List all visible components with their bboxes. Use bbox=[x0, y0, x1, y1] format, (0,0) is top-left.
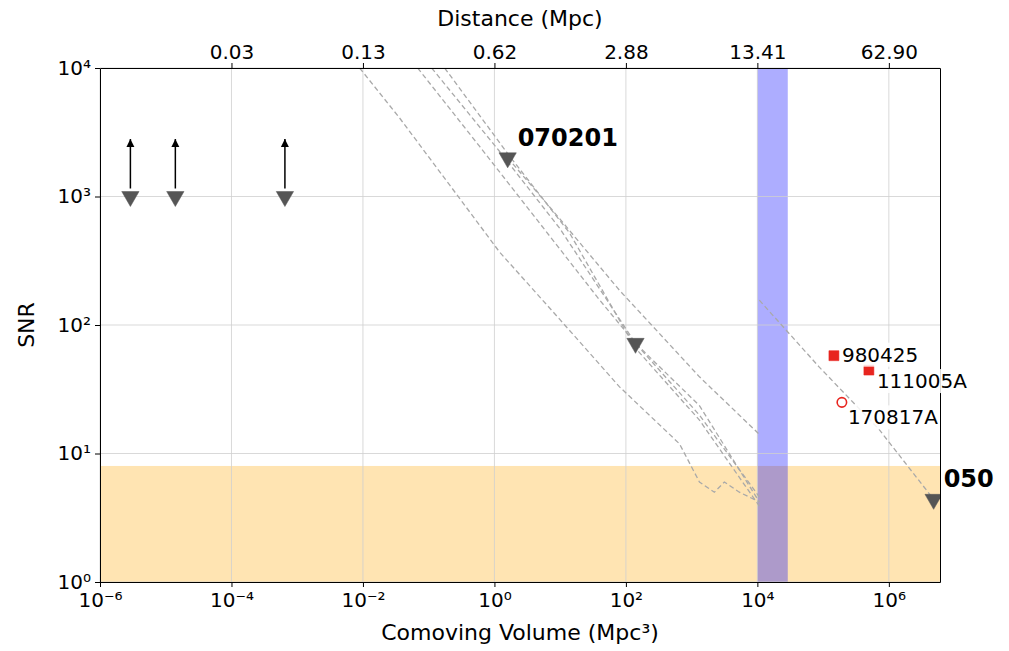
limit-arrow bbox=[175, 139, 177, 188]
x-axis-title: Comoving Volume (Mpc³) bbox=[381, 620, 659, 645]
tick-label: 10³ bbox=[58, 184, 91, 208]
axis-tick: 0.03 bbox=[210, 40, 255, 68]
tick-label: 10¹ bbox=[58, 441, 91, 465]
axis-tick: 10² bbox=[610, 582, 643, 612]
marker bbox=[925, 494, 940, 509]
marker bbox=[122, 191, 139, 206]
tick-mark bbox=[100, 582, 101, 587]
grid bbox=[100, 68, 940, 582]
tick-label: 10⁰ bbox=[478, 588, 511, 612]
label-patch bbox=[943, 465, 995, 493]
bands bbox=[100, 68, 940, 582]
axis-line bbox=[101, 68, 941, 69]
axis-tick: 10³ bbox=[58, 184, 100, 208]
marker bbox=[829, 351, 839, 361]
marker bbox=[276, 191, 293, 206]
label-patches bbox=[517, 124, 995, 493]
tick-label: 10⁻⁴ bbox=[210, 588, 254, 612]
tick-label: 62.90 bbox=[861, 40, 918, 64]
tick-mark bbox=[95, 197, 100, 198]
tick-label: 10² bbox=[58, 313, 91, 337]
axis-tick: 10¹ bbox=[58, 441, 100, 465]
point-label: 111005A bbox=[877, 369, 967, 393]
curve bbox=[759, 300, 933, 499]
curve bbox=[445, 68, 760, 506]
tick-label: 10⁴ bbox=[741, 588, 774, 612]
tick-label: 10⁻² bbox=[341, 588, 385, 612]
tick-mark bbox=[363, 582, 364, 587]
y-axis-title: SNR bbox=[14, 302, 39, 348]
tick-mark bbox=[231, 582, 232, 587]
axis-tick: 10² bbox=[58, 313, 100, 337]
tick-label: 0.13 bbox=[341, 40, 386, 64]
x2-axis-title: Distance (Mpc) bbox=[437, 6, 602, 31]
point-label: 070201 bbox=[518, 124, 618, 152]
chart: 10⁻⁶10⁻⁴10⁻²10⁰10²10⁴10⁶0.030.130.622.88… bbox=[0, 0, 1009, 651]
axis-tick: 0.13 bbox=[341, 40, 386, 68]
axis-tick: 10⁰ bbox=[58, 570, 100, 594]
grid-line-y bbox=[100, 582, 940, 583]
axis-tick: 2.88 bbox=[604, 40, 649, 68]
grid-line-y bbox=[100, 453, 940, 454]
tick-mark bbox=[95, 582, 100, 583]
axis-line bbox=[100, 69, 101, 583]
y-axis-right bbox=[940, 69, 941, 583]
tick-mark bbox=[626, 582, 627, 587]
label-texts: 070201 050 980425111005A 170817A bbox=[518, 124, 994, 493]
tick-label: 2.88 bbox=[604, 40, 649, 64]
label-patch bbox=[841, 343, 919, 367]
marker bbox=[499, 153, 516, 168]
curve bbox=[418, 68, 760, 502]
grid-line-y bbox=[100, 325, 940, 326]
curve bbox=[432, 68, 760, 497]
labels: 070201 050 980425111005A 170817A bbox=[517, 124, 995, 493]
tick-mark bbox=[95, 325, 100, 326]
background bbox=[0, 0, 1009, 651]
grid-line-y bbox=[100, 196, 940, 197]
axis-tick: 10⁶ bbox=[873, 582, 906, 612]
axis-tick: 13.41 bbox=[729, 40, 786, 68]
axes: 10⁻⁶10⁻⁴10⁻²10⁰10²10⁴10⁶0.030.130.622.88… bbox=[58, 40, 941, 612]
point-label: 050 bbox=[944, 465, 994, 493]
tick-label: 0.03 bbox=[210, 40, 255, 64]
marker bbox=[627, 338, 644, 353]
label-patch bbox=[517, 124, 619, 152]
marks bbox=[122, 68, 940, 509]
point-label: 980425 bbox=[842, 343, 918, 367]
tick-mark bbox=[494, 582, 495, 587]
axis-tick: 10⁴ bbox=[741, 582, 774, 612]
axis-tick: 10⁻² bbox=[341, 582, 385, 612]
axis-tick: 10⁴ bbox=[58, 56, 100, 80]
x-axis: 10⁻⁶10⁻⁴10⁻²10⁰10²10⁴10⁶ bbox=[78, 582, 940, 612]
tick-label: 10⁶ bbox=[873, 588, 906, 612]
tick-mark bbox=[95, 454, 100, 455]
tick-label: 13.41 bbox=[729, 40, 786, 64]
tick-label: 10⁴ bbox=[58, 56, 91, 80]
x2-axis: 0.03 0.13 0.62 2.88 13.41 62.90 bbox=[101, 40, 941, 69]
label-patch bbox=[876, 369, 968, 393]
curve bbox=[360, 68, 760, 502]
axis-line bbox=[101, 582, 941, 583]
limit-arrow bbox=[130, 139, 132, 188]
axis-tick: 62.90 bbox=[861, 40, 918, 68]
label-patch bbox=[847, 405, 939, 429]
tick-label: 10² bbox=[610, 588, 643, 612]
tick-label: 10⁰ bbox=[58, 570, 91, 594]
axis-tick: 10⁻⁴ bbox=[210, 582, 254, 612]
axis-tick: 10⁰ bbox=[478, 582, 511, 612]
marker bbox=[167, 191, 184, 206]
limit-arrow bbox=[284, 139, 286, 188]
curve bbox=[508, 158, 760, 435]
axis-line bbox=[940, 69, 941, 583]
grid-line-y bbox=[100, 68, 940, 69]
horizontal-band bbox=[100, 466, 940, 582]
tick-label: 0.62 bbox=[473, 40, 518, 64]
marker bbox=[837, 398, 846, 407]
axis-tick: 0.62 bbox=[473, 40, 518, 68]
tick-mark bbox=[889, 582, 890, 587]
y-axis: 10⁰ 10¹ 10² 10³ 10⁴ bbox=[58, 56, 101, 594]
point-label: 170817A bbox=[848, 405, 938, 429]
tick-mark bbox=[757, 582, 758, 587]
tick-mark bbox=[95, 68, 100, 69]
